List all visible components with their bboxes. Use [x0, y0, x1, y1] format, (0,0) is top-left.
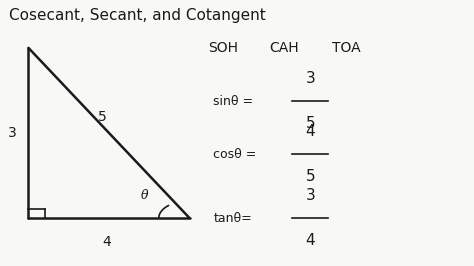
Text: 4: 4: [306, 233, 315, 248]
Text: 3: 3: [306, 188, 315, 203]
Text: 4: 4: [102, 235, 111, 249]
Text: Cosecant, Secant, and Cotangent: Cosecant, Secant, and Cotangent: [9, 8, 266, 23]
Text: tanθ=: tanθ=: [213, 212, 252, 225]
Text: 3: 3: [8, 126, 16, 140]
Text: TOA: TOA: [332, 41, 360, 55]
Text: cosθ =: cosθ =: [213, 148, 257, 161]
Text: sinθ =: sinθ =: [213, 95, 254, 107]
Text: 4: 4: [306, 124, 315, 139]
Text: 3: 3: [306, 71, 315, 86]
Text: 5: 5: [306, 116, 315, 131]
Text: θ: θ: [141, 189, 148, 202]
Text: CAH: CAH: [270, 41, 299, 55]
Text: 5: 5: [306, 169, 315, 184]
Text: SOH: SOH: [208, 41, 238, 55]
Text: 5: 5: [98, 110, 106, 124]
